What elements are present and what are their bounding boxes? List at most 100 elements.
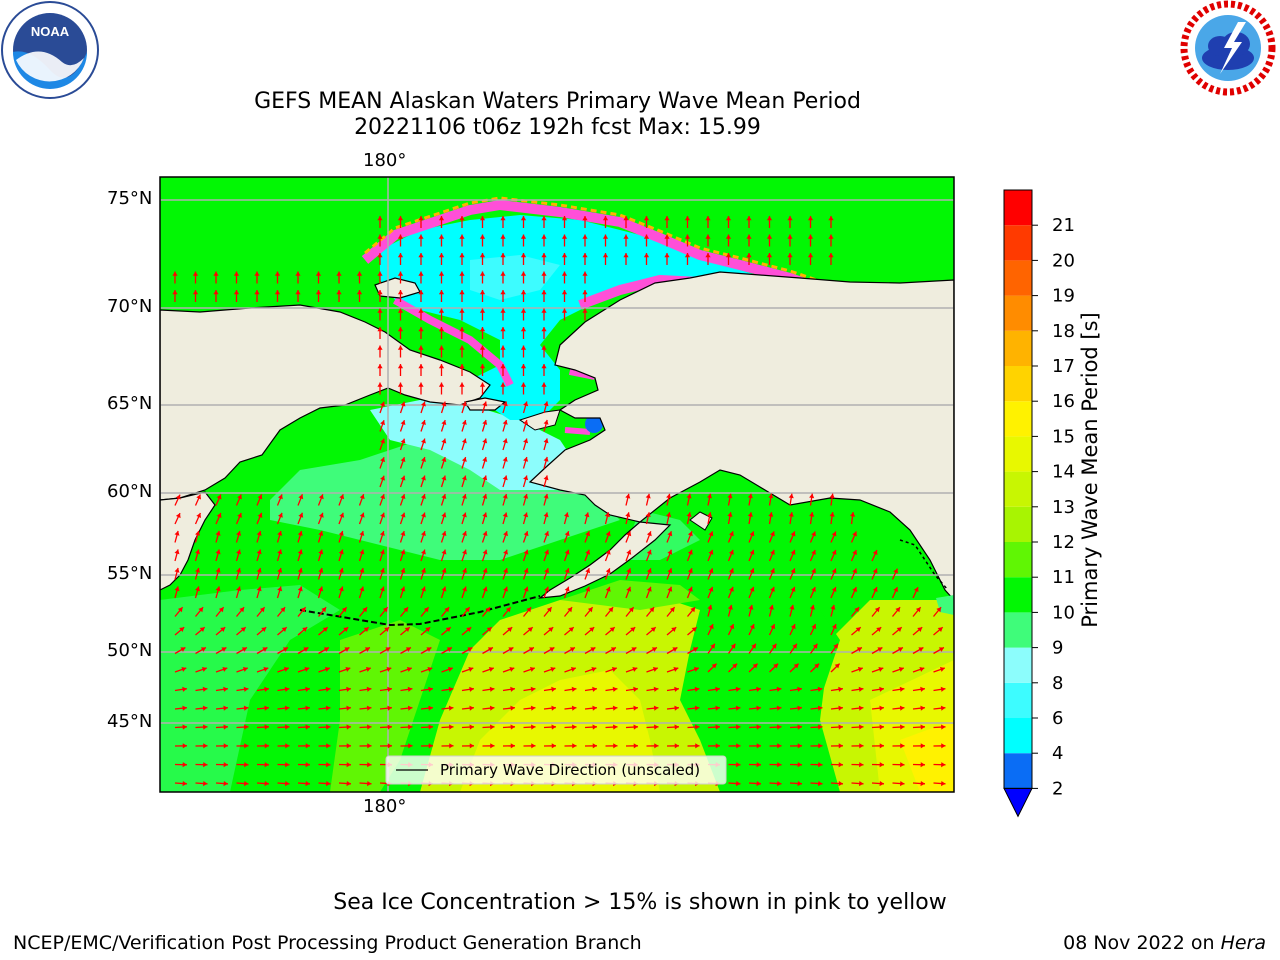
direction-arrowhead — [789, 604, 795, 610]
direction-arrowhead — [503, 586, 508, 592]
direction-arrowhead — [359, 568, 365, 573]
direction-arrowhead — [180, 647, 186, 652]
direction-arrowhead — [216, 494, 222, 500]
direction-arrowhead — [502, 438, 508, 444]
direction-arrowhead — [182, 705, 187, 711]
direction-arrowhead — [523, 531, 529, 537]
direction-arrowhead — [591, 667, 597, 672]
direction-arrowhead — [254, 290, 260, 295]
direction-arrowhead — [693, 667, 699, 672]
direction-arrowhead — [752, 663, 758, 669]
direction-arrowhead — [687, 568, 693, 574]
direction-arrowhead — [285, 724, 290, 730]
direction-arrowhead — [797, 762, 802, 768]
direction-arrowhead — [503, 568, 508, 574]
direction-arrowhead — [236, 549, 242, 555]
direction-arrowhead — [233, 271, 240, 276]
direction-arrowhead — [730, 643, 736, 649]
direction-arrowhead — [749, 624, 755, 630]
direction-arrowhead — [854, 607, 860, 613]
colorbar: 2 4 6 8 9 10 11 12 13 14 15 16 17 18 19 20 21 — [1003, 189, 1075, 818]
direction-arrowhead — [551, 705, 556, 711]
direction-arrowhead — [445, 627, 451, 632]
date-stamp: 08 Nov 2022 on Hera — [1063, 932, 1266, 954]
direction-arrowhead — [690, 607, 696, 613]
direction-arrowhead — [441, 420, 447, 425]
lat-label-55: 55°N — [107, 563, 153, 584]
direction-arrowhead — [256, 586, 262, 592]
direction-arrowhead — [500, 253, 506, 258]
direction-arrowhead — [326, 762, 331, 768]
direction-arrowhead — [549, 647, 555, 652]
direction-arrowhead — [541, 290, 547, 295]
direction-arrowhead — [919, 667, 925, 672]
direction-arrowhead — [531, 743, 536, 749]
direction-arrowhead — [653, 686, 659, 692]
direction-arrowhead — [195, 567, 200, 573]
direction-arrowhead — [380, 420, 385, 426]
direction-arrowhead — [608, 607, 614, 613]
direction-arrowhead — [318, 494, 324, 500]
direction-arrowhead — [441, 494, 447, 499]
direction-arrowhead — [729, 568, 734, 574]
direction-arrowhead — [318, 531, 324, 536]
colorbar-segment — [1004, 506, 1032, 542]
direction-arrowhead — [284, 686, 290, 692]
direction-arrowhead — [705, 216, 711, 221]
direction-arrowhead — [377, 234, 383, 239]
direction-arrowhead — [421, 457, 426, 462]
direction-arrowhead — [377, 216, 383, 221]
direction-arrowhead — [838, 762, 843, 768]
direction-arrowhead — [623, 234, 629, 239]
colorbar-tick-label: 8 — [1052, 673, 1063, 694]
direction-arrowhead — [400, 494, 406, 499]
direction-arrowhead — [479, 234, 486, 239]
direction-arrowhead — [479, 308, 486, 313]
direction-arrowhead — [397, 234, 404, 239]
direction-arrowhead — [811, 624, 817, 630]
direction-arrowhead — [831, 550, 837, 555]
direction-arrowhead — [500, 234, 506, 239]
direction-arrowhead — [196, 513, 201, 518]
direction-arrowhead — [438, 345, 445, 350]
lat-label-50: 50°N — [107, 640, 153, 661]
direction-arrowhead — [708, 531, 714, 537]
direction-arrowhead — [692, 647, 698, 652]
direction-arrowhead — [777, 743, 782, 749]
direction-arrowhead — [790, 568, 796, 574]
direction-arrowhead — [900, 762, 905, 768]
alaska-landmass — [528, 271, 954, 601]
direction-arrowhead — [438, 290, 445, 295]
direction-arrowhead — [811, 531, 816, 537]
direction-arrowhead — [859, 724, 864, 730]
direction-arrowhead — [523, 401, 529, 407]
direction-arrowhead — [694, 705, 700, 711]
direction-arrowhead — [418, 216, 424, 221]
direction-arrowhead — [244, 762, 249, 768]
direction-arrowhead — [305, 724, 310, 730]
direction-arrowhead — [646, 586, 652, 592]
direction-arrowhead — [427, 667, 433, 672]
direction-arrowhead — [400, 401, 406, 407]
direction-arrowhead — [898, 667, 904, 672]
direction-arrowhead — [893, 568, 898, 574]
direction-arrowhead — [262, 647, 268, 652]
direction-arrowhead — [604, 512, 610, 518]
direction-arrowhead — [715, 743, 720, 749]
direction-arrowhead — [421, 512, 426, 518]
direction-arrowhead — [592, 705, 597, 711]
colorbar-tick-label: 12 — [1052, 532, 1075, 553]
direction-arrowhead — [766, 234, 773, 239]
direction-arrowhead — [447, 667, 453, 672]
direction-arrowhead — [610, 647, 616, 652]
direction-arrowhead — [346, 724, 351, 730]
direction-arrowhead — [770, 568, 775, 574]
direction-arrowhead — [814, 663, 820, 669]
colorbar-segment — [1004, 190, 1032, 226]
lat-label-65: 65°N — [107, 393, 153, 414]
direction-arrowhead — [669, 607, 675, 613]
direction-arrowhead — [359, 494, 365, 500]
direction-arrowhead — [544, 549, 549, 555]
direction-arrowhead — [582, 290, 588, 295]
